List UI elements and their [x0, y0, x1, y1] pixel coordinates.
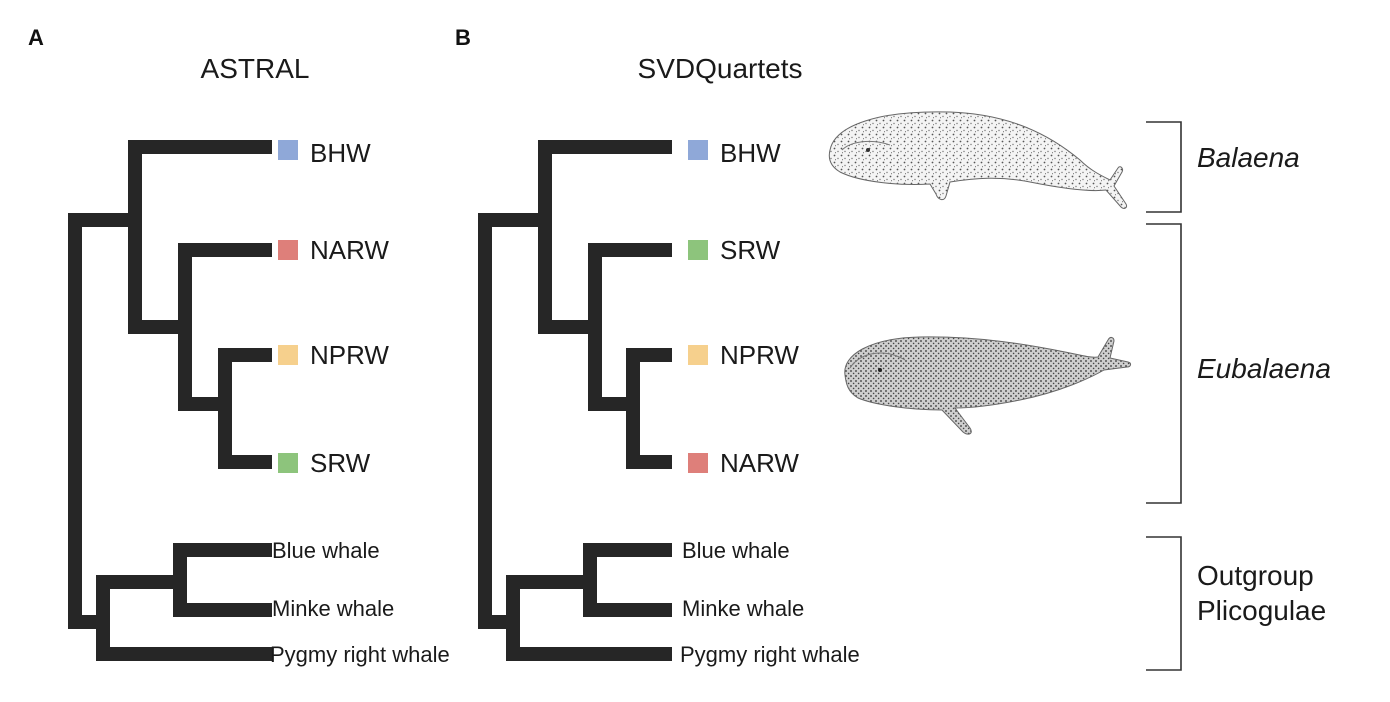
branch [96, 575, 272, 661]
panel-a-title: ASTRAL [201, 53, 310, 84]
branch [128, 140, 272, 334]
tip-label-pygmy-right-whale: Pygmy right whale [680, 642, 860, 667]
branch [538, 140, 672, 334]
panel-a: A ASTRAL BHW NARW NPRW SRW Blue whale Mi… [28, 25, 450, 667]
panel-b-tree [478, 140, 672, 661]
clade-brackets: Balaena Eubalaena Outgroup Plicogulae [1146, 121, 1331, 671]
panel-a-tips: BHW NARW NPRW SRW Blue whale Minke whale… [270, 138, 450, 667]
tip-label-nprw: NPRW [720, 340, 799, 370]
tip-label-minke-whale: Minke whale [682, 596, 804, 621]
branch [626, 348, 672, 469]
bracket-balaena [1146, 121, 1182, 213]
branch [173, 543, 272, 617]
color-swatch-narw [688, 453, 708, 473]
tip-label-pygmy-right-whale: Pygmy right whale [270, 642, 450, 667]
color-swatch-narw [278, 240, 298, 260]
panel-b-title: SVDQuartets [638, 53, 803, 84]
branch [68, 213, 142, 629]
tip-label-minke-whale: Minke whale [272, 596, 394, 621]
clade-label-eubalaena: Eubalaena [1197, 353, 1331, 384]
branch [478, 213, 552, 629]
branch [178, 243, 272, 411]
right-whale-illustration [844, 336, 1131, 435]
branch [218, 348, 272, 469]
bracket-eubalaena [1146, 223, 1182, 504]
tip-label-srw: SRW [310, 448, 371, 478]
bracket-outgroup [1146, 536, 1182, 671]
color-swatch-nprw [688, 345, 708, 365]
tip-label-blue-whale: Blue whale [272, 538, 380, 563]
tip-label-nprw: NPRW [310, 340, 389, 370]
tip-label-srw: SRW [720, 235, 781, 265]
bowhead-whale-illustration [828, 111, 1127, 209]
tip-label-bhw: BHW [310, 138, 371, 168]
tip-label-narw: NARW [310, 235, 389, 265]
tip-label-bhw: BHW [720, 138, 781, 168]
tip-label-blue-whale: Blue whale [682, 538, 790, 563]
color-swatch-srw [688, 240, 708, 260]
color-swatch-nprw [278, 345, 298, 365]
branch [588, 243, 672, 411]
branch [506, 575, 672, 661]
panel-a-tree [68, 140, 272, 661]
color-swatch-bhw [278, 140, 298, 160]
color-swatch-bhw [688, 140, 708, 160]
color-swatch-srw [278, 453, 298, 473]
panel-a-letter: A [28, 25, 44, 50]
panel-b-letter: B [455, 25, 471, 50]
tip-label-narw: NARW [720, 448, 799, 478]
panel-b-tips: BHW SRW NPRW NARW Blue whale Minke whale… [680, 138, 860, 667]
clade-label-plicogulae: Plicogulae [1197, 595, 1326, 626]
panel-b: B SVDQuartets BHW SRW NPRW NARW Blue wha… [455, 25, 860, 667]
branch [583, 543, 672, 617]
clade-label-balaena: Balaena [1197, 142, 1300, 173]
clade-label-outgroup: Outgroup [1197, 560, 1314, 591]
